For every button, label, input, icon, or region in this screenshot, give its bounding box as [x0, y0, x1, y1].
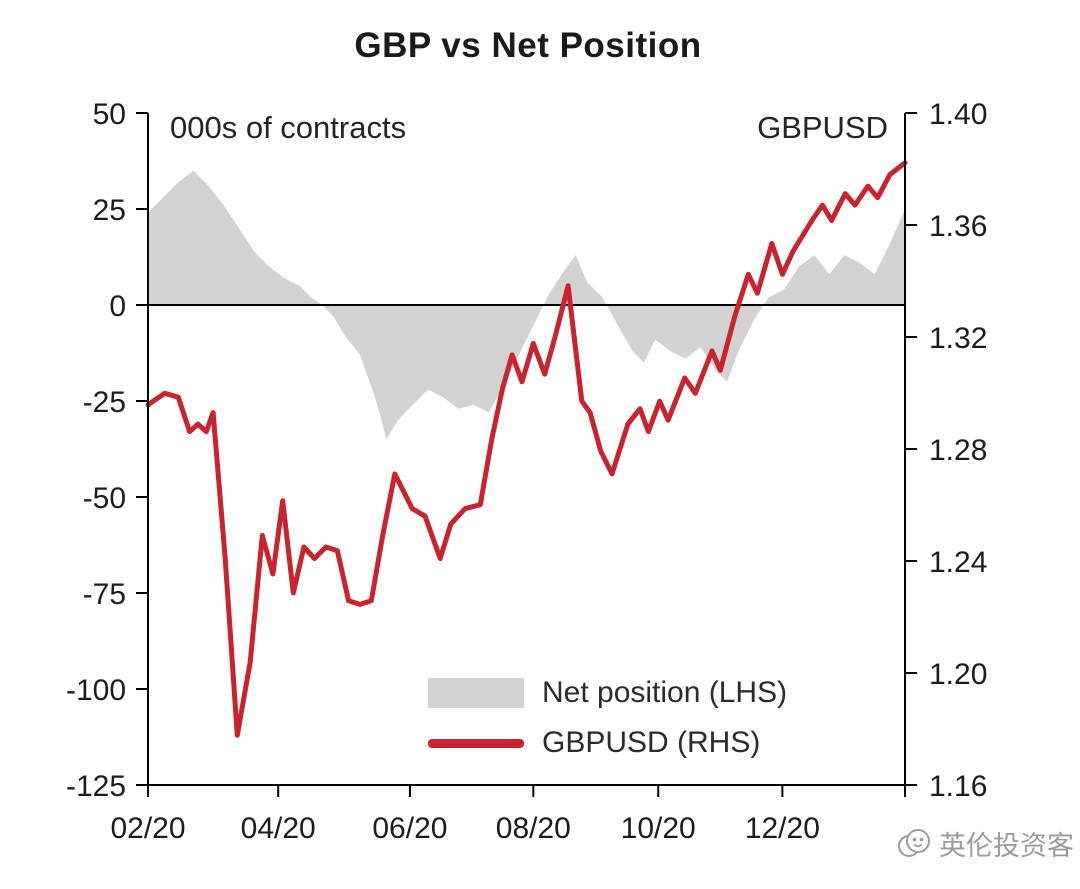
watermark-logo-icon — [898, 828, 930, 857]
x-axis-tick-label: 06/20 — [372, 812, 447, 845]
x-axis-tick-label: 04/20 — [241, 812, 316, 845]
net-position-area-swatch — [428, 678, 524, 708]
gbpusd-line-swatch — [428, 738, 524, 748]
right-axis-tick-label: 1.28 — [929, 434, 987, 467]
legend-label-net-position: Net position (LHS) — [542, 676, 788, 709]
left-axis-tick-label: -50 — [83, 482, 126, 515]
x-axis-tick-label: 08/20 — [496, 812, 571, 845]
right-axis-tick-label: 1.32 — [929, 322, 987, 355]
watermark: 英伦投资客 — [896, 824, 1074, 863]
left-axis-tick-label: -75 — [83, 578, 126, 611]
right-axis-tick-label: 1.20 — [929, 658, 987, 691]
x-axis-tick-label: 02/20 — [110, 812, 185, 845]
x-axis-tick-label: 10/20 — [621, 812, 696, 845]
gbpusd-line — [145, 160, 908, 738]
left-axis-tick-label: 50 — [93, 98, 126, 131]
x-axis-tick-label: 12/20 — [745, 812, 820, 845]
right-axis-tick-label: 1.24 — [929, 546, 987, 579]
right-axis-tick-label: 1.36 — [929, 210, 987, 243]
left-axis-unit-label: 000s of contracts — [170, 110, 407, 145]
legend-item-net-position: Net position (LHS) — [428, 676, 787, 710]
legend-item-gbpusd: GBPUSD (RHS) — [428, 726, 787, 760]
watermark-text: 英伦投资客 — [939, 831, 1074, 861]
right-axis-unit-label: GBPUSD — [757, 110, 888, 145]
left-axis-tick-label: 25 — [93, 194, 126, 227]
chart-legend: Net position (LHS) GBPUSD (RHS) — [428, 676, 787, 760]
chart-title: GBP vs Net Position — [354, 26, 702, 65]
right-axis-tick-label: 1.16 — [929, 770, 987, 803]
legend-label-gbpusd: GBPUSD (RHS) — [542, 726, 761, 759]
left-axis-tick-label: 0 — [109, 290, 126, 323]
left-axis-tick-label: -100 — [66, 674, 126, 707]
right-axis-tick-label: 1.40 — [929, 98, 987, 131]
left-axis-tick-label: -125 — [66, 770, 126, 803]
left-axis-tick-label: -25 — [83, 386, 126, 419]
